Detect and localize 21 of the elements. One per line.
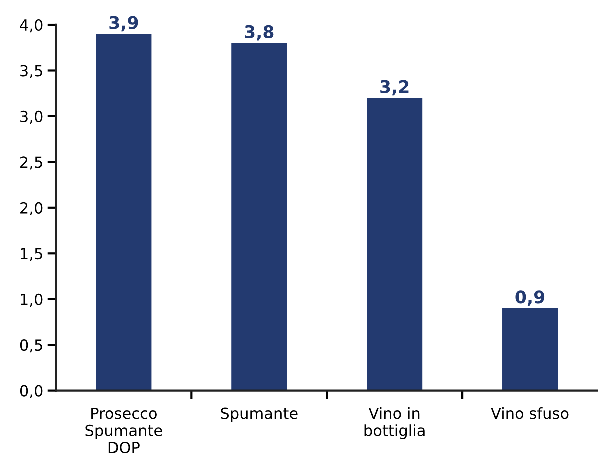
x-tick-label: Vino in bottiglia bbox=[364, 407, 425, 440]
x-tick-label: Prosecco Spumante DOP bbox=[86, 408, 162, 454]
x-tick-label: Spumante bbox=[221, 408, 298, 422]
y-tick-label: 1,5 bbox=[21, 248, 42, 262]
bar bbox=[232, 43, 288, 391]
x-tick-label: Vino sfuso bbox=[491, 407, 569, 420]
bar bbox=[502, 308, 558, 391]
bar bbox=[96, 34, 152, 391]
y-tick-label: 3,5 bbox=[20, 65, 42, 78]
y-tick-label: 0,5 bbox=[20, 340, 42, 353]
bar bbox=[367, 98, 423, 391]
y-tick-label: 2,0 bbox=[20, 202, 43, 216]
y-tick-label: 0,0 bbox=[20, 385, 43, 398]
data-label: 3,9 bbox=[110, 16, 138, 32]
y-tick-label: 1,0 bbox=[21, 294, 43, 307]
y-tick-label: 3,0 bbox=[20, 110, 43, 124]
data-label: 3,8 bbox=[245, 25, 274, 41]
data-label: 0,9 bbox=[516, 290, 545, 306]
y-tick-label: 2,5 bbox=[20, 156, 42, 170]
data-label: 3,2 bbox=[380, 80, 409, 96]
y-tick-label: 4,0 bbox=[20, 19, 43, 33]
